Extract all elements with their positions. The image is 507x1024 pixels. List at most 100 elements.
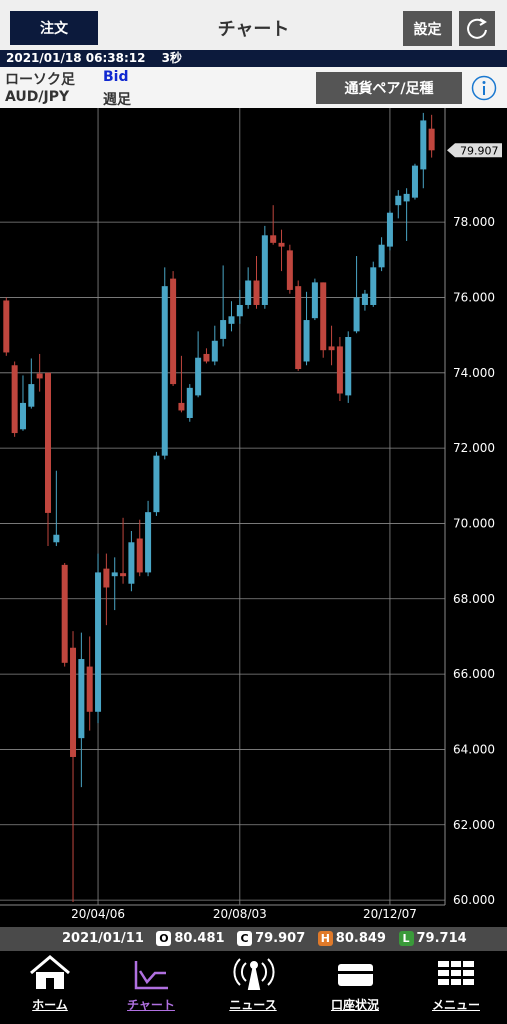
high-value: 80.849 — [335, 931, 386, 946]
candle-body — [19, 402, 26, 430]
close-value: 79.907 — [255, 931, 306, 946]
news-icon[interactable] — [233, 958, 275, 990]
candle-body — [403, 193, 410, 202]
candle-body — [70, 647, 77, 757]
candle-body — [220, 320, 227, 339]
candle-body — [261, 235, 268, 305]
candle-body — [145, 512, 152, 573]
candle-body — [186, 387, 193, 418]
candle-body — [311, 282, 318, 319]
candle-body — [136, 538, 143, 573]
order-button[interactable]: 注文 — [10, 11, 98, 45]
candle-body — [253, 280, 260, 305]
y-tick-label: 68.000 — [453, 592, 495, 606]
close-tag: C — [237, 931, 253, 946]
nav-news[interactable]: ニュース — [229, 998, 277, 1012]
open-value: 80.481 — [174, 931, 225, 946]
candle-body — [353, 297, 360, 332]
reload-button[interactable] — [459, 11, 495, 46]
candle-body — [11, 365, 18, 434]
chart: 60.000 62.000 64.000 66.000 68.000 70.000 72.0… — [0, 108, 507, 927]
ohlc-date: 2021/01/11 — [62, 931, 144, 946]
candle-body — [361, 293, 368, 305]
candle-body — [45, 372, 51, 513]
nav-chart[interactable]: チャート — [127, 998, 175, 1012]
candle-body — [195, 357, 202, 396]
candle-body — [161, 286, 168, 456]
y-tick-label: 66.000 — [453, 667, 495, 681]
chart-kind: ローソク足 — [5, 72, 75, 88]
candle-body — [3, 300, 10, 353]
nav-bar: ホーム チャート ニュース 口座状況 メニュー — [0, 951, 507, 1024]
candle-body — [36, 373, 43, 379]
nav-icons — [30, 955, 474, 990]
candle-body — [170, 278, 177, 385]
y-tick-label: 60.000 — [453, 893, 495, 907]
candle-body — [295, 286, 302, 370]
y-tick-label: 72.000 — [453, 441, 495, 455]
candle-body — [111, 572, 118, 577]
pair-button[interactable]: 通貨ペア/足種 — [316, 72, 462, 104]
candle-body — [228, 316, 235, 324]
candle-body — [103, 568, 110, 588]
low-value: 79.714 — [416, 931, 467, 946]
nav-menu[interactable]: メニュー — [431, 998, 480, 1012]
candle-body — [53, 534, 60, 543]
y-tick-label: 78.000 — [453, 215, 495, 229]
candle-body — [245, 280, 252, 305]
ohlc-bar: 2021/01/11 O 80.481 C 79.907 H 80.849 L 79.7… — [0, 927, 507, 951]
candle-body — [428, 128, 435, 151]
candle-body — [86, 666, 93, 712]
candle-body — [278, 242, 285, 247]
candle-body — [128, 542, 135, 584]
candle-body — [420, 120, 427, 170]
candle-body — [378, 244, 385, 268]
info-icon[interactable] — [471, 75, 497, 101]
candle-body — [28, 384, 35, 407]
high-tag: H — [317, 931, 333, 946]
candle-body — [286, 250, 293, 290]
candle-body — [370, 267, 377, 305]
candle-body — [120, 573, 127, 577]
candle-body — [95, 572, 102, 712]
y-tick-label: 70.000 — [453, 516, 495, 530]
settings-button[interactable]: 設定 — [403, 11, 452, 46]
candle-body — [153, 455, 160, 513]
candle-body — [303, 320, 310, 362]
candle-body — [411, 165, 418, 198]
screen-title: チャート — [217, 19, 290, 40]
period: 週足 — [103, 92, 131, 108]
candle-body — [78, 659, 85, 739]
pair: AUD/JPY — [5, 89, 70, 105]
candle-body — [203, 353, 210, 362]
candle-body — [61, 564, 68, 663]
y-tick-label: 74.000 — [453, 366, 495, 380]
candle-body — [395, 195, 402, 206]
account-icon[interactable] — [338, 964, 373, 986]
open-tag: O — [156, 931, 172, 946]
home-icon[interactable] — [30, 955, 70, 989]
y-tick-label: 76.000 — [453, 290, 495, 304]
candle-body — [320, 282, 327, 351]
candle-body — [328, 346, 335, 351]
price-label: 79.907 — [460, 144, 499, 157]
candle-body — [386, 212, 393, 247]
x-tick-label: 20/08/03 — [213, 907, 267, 921]
candle-body — [236, 304, 243, 317]
nav-account[interactable]: 口座状況 — [330, 998, 379, 1012]
x-tick-label: 20/12/07 — [363, 907, 417, 921]
price-side: Bid — [103, 69, 129, 85]
y-tick-label: 64.000 — [453, 742, 495, 756]
menu-icon[interactable] — [438, 961, 474, 985]
header: 注文 チャート 設定 — [0, 0, 507, 50]
status-bar: 2021/01/18 06:38:12 3秒 — [0, 50, 507, 67]
chart-icon[interactable] — [134, 961, 168, 990]
candle-body — [336, 346, 343, 394]
low-tag: L — [398, 931, 414, 946]
refresh-interval: 3秒 — [161, 51, 182, 65]
datetime: 2021/01/18 06:38:12 — [6, 51, 146, 65]
nav-home[interactable]: ホーム — [32, 998, 68, 1012]
candle-body — [211, 340, 218, 362]
y-tick-label: 62.000 — [453, 818, 495, 832]
